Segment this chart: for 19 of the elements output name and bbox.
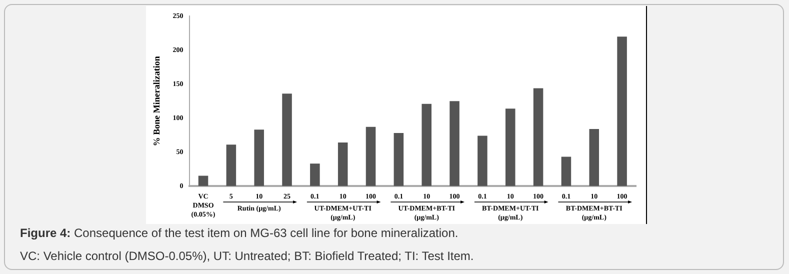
- bar: [589, 128, 600, 186]
- bar: [617, 36, 627, 186]
- bar: [505, 108, 516, 186]
- bar: [338, 142, 348, 186]
- bar: [422, 104, 432, 186]
- bar: [394, 133, 404, 186]
- bar: [561, 156, 572, 186]
- y-axis-title: % Bone Mineralization: [152, 56, 162, 146]
- bar: [366, 126, 376, 186]
- bar: [310, 164, 320, 186]
- bar: [254, 130, 264, 186]
- bar: [226, 144, 236, 186]
- caption: Figure 4: Consequence of the test item on MG-63 cell line for bone mineralization.: [20, 226, 460, 240]
- bar: [198, 176, 208, 186]
- bar: [450, 101, 460, 186]
- bar: [282, 94, 292, 186]
- bar: [478, 136, 488, 186]
- bar: [533, 88, 544, 186]
- text: VC: Vehicle control (DMSO-0.05%), UT: Untreated; BT: Biofield Treated; TI: Test Item.: [20, 249, 474, 263]
